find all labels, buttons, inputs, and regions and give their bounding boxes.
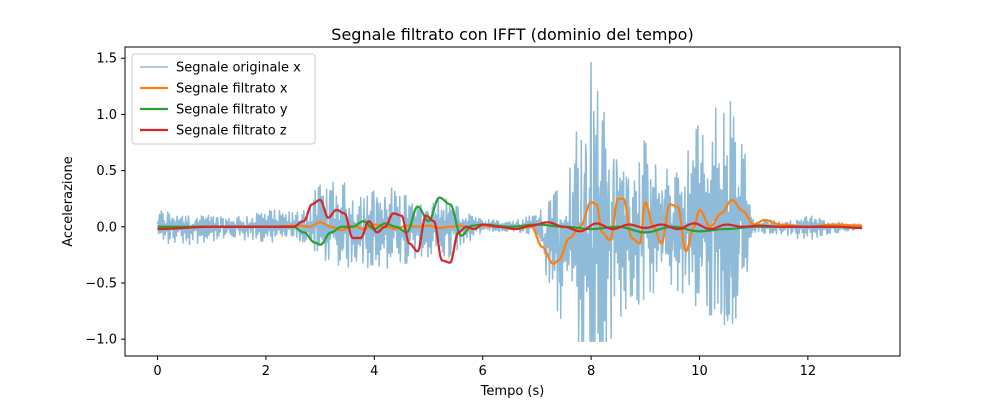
y-tick-label: 1.5 bbox=[96, 52, 117, 67]
x-tick-label: 0 bbox=[153, 364, 161, 379]
legend-box bbox=[131, 53, 316, 145]
plot-frame bbox=[124, 46, 901, 357]
legend: Segnale originale x Segnale filtrato x Seg… bbox=[131, 53, 316, 145]
tick-layer: 0 2 4 6 8 10 12 −1.0 −0.5 0.0 0.5 1.0 1.5 bbox=[85, 52, 816, 379]
x-axis-label: Tempo (s) bbox=[480, 384, 545, 399]
x-tick-label: 6 bbox=[479, 364, 487, 379]
y-tick-label: 0.0 bbox=[96, 220, 117, 235]
legend-label: Segnale filtrato y bbox=[176, 103, 288, 118]
legend-label: Segnale originale x bbox=[176, 61, 301, 76]
series-layer bbox=[156, 61, 863, 343]
x-tick-label: 10 bbox=[691, 364, 708, 379]
legend-label: Segnale filtrato x bbox=[176, 82, 288, 97]
series-line-4 bbox=[157, 198, 863, 264]
y-tick-label: 0.5 bbox=[96, 164, 117, 179]
legend-label: Segnale filtrato z bbox=[176, 124, 287, 139]
x-tick-label: 8 bbox=[587, 364, 595, 379]
y-axis-label: Accelerazione bbox=[61, 156, 76, 247]
y-tick-label: −1.0 bbox=[85, 333, 117, 348]
y-tick-label: −0.5 bbox=[85, 276, 117, 291]
chart-title: Segnale filtrato con IFFT (dominio del t… bbox=[331, 25, 693, 44]
x-tick-label: 4 bbox=[370, 364, 378, 379]
x-tick-label: 2 bbox=[262, 364, 270, 379]
x-tick-label: 12 bbox=[800, 364, 817, 379]
y-tick-label: 1.0 bbox=[96, 108, 117, 123]
